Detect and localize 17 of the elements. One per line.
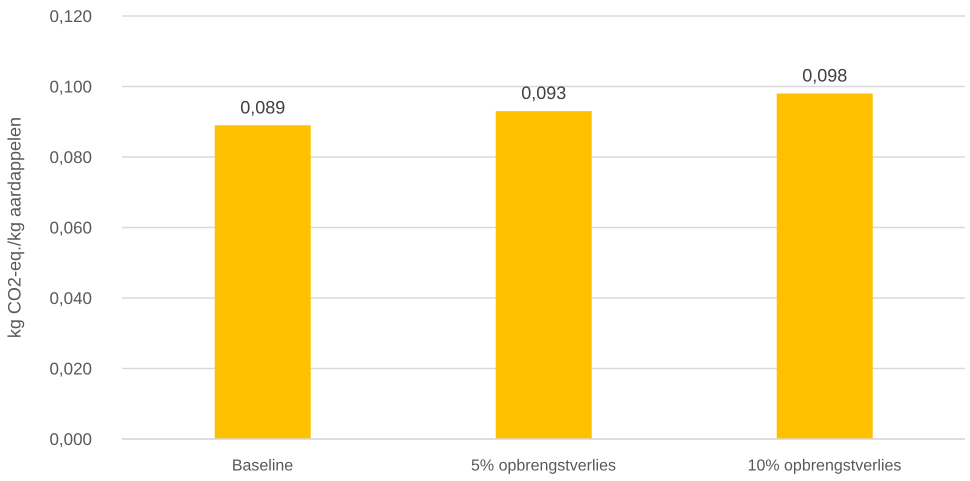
y-tick-label: 0,100 — [49, 78, 92, 97]
x-tick-label: 10% opbrengstverlies — [748, 457, 902, 474]
bar — [496, 111, 592, 439]
data-label: 0,089 — [240, 97, 286, 118]
y-axis-title: kg CO2-eq./kg aardappelen — [4, 116, 24, 338]
bar — [214, 125, 311, 439]
y-tick-label: 0,060 — [49, 218, 92, 238]
y-tick-label: 0,040 — [49, 289, 92, 308]
data-label: 0,093 — [521, 83, 566, 104]
y-tick-label: 0,120 — [49, 7, 92, 26]
data-label: 0,098 — [802, 66, 848, 86]
x-tick-label: 5% opbrengstverlies — [471, 457, 616, 474]
y-tick-label: 0,000 — [49, 430, 92, 450]
bar — [776, 94, 873, 439]
y-tick-label: 0,080 — [49, 148, 92, 168]
x-tick-label: Baseline — [232, 457, 294, 474]
y-tick-label: 0,020 — [49, 360, 92, 379]
